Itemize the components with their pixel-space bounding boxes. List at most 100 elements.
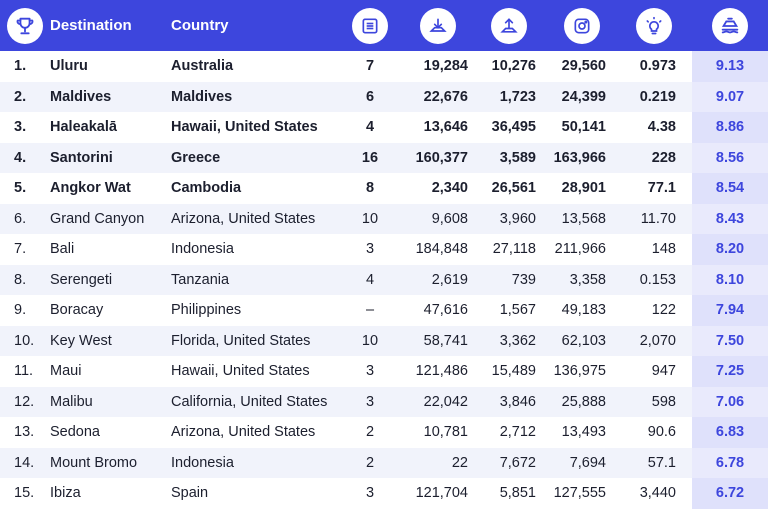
- instagram-cell: 13,493: [561, 424, 606, 440]
- count-cell: 8: [365, 180, 375, 196]
- table-row: 5. Angkor Wat Cambodia 8 2,340 26,561 28,901 77…: [0, 173, 768, 204]
- table-header: Destination Country: [0, 0, 768, 51]
- instagram-cell: 7,694: [569, 454, 606, 471]
- instagram-cell: 24,399: [561, 88, 606, 105]
- destination-cell: Angkor Wat: [50, 180, 131, 196]
- count-cell: 3: [365, 393, 375, 410]
- score-cell: 8.10: [715, 271, 745, 288]
- instagram-cell: 29,560: [561, 58, 606, 74]
- country-cell: Florida, United States: [171, 332, 311, 349]
- ratio-cell: 947: [651, 363, 676, 379]
- value-cell-1: 10,781: [423, 424, 468, 440]
- table-row: 9. Boracay Philippines – 47,616 1,567 49,183 12…: [0, 295, 768, 326]
- value-cell-2: 7,672: [499, 454, 536, 471]
- count-cell: 6: [365, 88, 375, 105]
- value-cell-2: 2,712: [499, 424, 536, 440]
- value-cell-1: 2,619: [431, 271, 468, 288]
- value-cell-2: 3,362: [499, 332, 536, 349]
- ratio-cell: 2,070: [639, 332, 676, 349]
- score-cell-background: [692, 81, 768, 112]
- ratio-cell: 77.1: [647, 180, 676, 196]
- value-cell-1: 22,042: [423, 393, 468, 410]
- ratio-cell: 148: [651, 241, 676, 257]
- instagram-cell: 211,966: [554, 241, 606, 257]
- destination-cell: Haleakalā: [50, 119, 117, 135]
- trophy-header: [7, 0, 43, 51]
- country-cell: Arizona, United States: [171, 210, 316, 227]
- value-cell-2: 27,118: [492, 241, 536, 257]
- value-cell-1: 9,608: [431, 210, 468, 227]
- score-cell-background: [692, 173, 768, 204]
- count-cell: 2: [365, 424, 375, 440]
- ratio-cell: 0.973: [639, 58, 676, 74]
- destination-header: Destination: [50, 17, 132, 34]
- lightbulb-header: [636, 0, 672, 51]
- score-cell-background: [692, 234, 768, 265]
- download-icon: [420, 7, 456, 44]
- count-cell: 10: [361, 210, 379, 227]
- score-cell-background: [692, 264, 768, 295]
- value-cell-2: 3,846: [499, 393, 536, 410]
- destination-cell: Serengeti: [50, 271, 113, 288]
- score-cell-background: [692, 325, 768, 356]
- rank-cell: 10.: [14, 332, 35, 349]
- country-cell: Hawaii, United States: [171, 119, 318, 135]
- table-row: 3. Haleakalā Hawaii, United States 4 13,646 3…: [0, 112, 768, 143]
- rank-cell: 12.: [14, 393, 35, 410]
- table-row: 13. Sedona Arizona, United States 2 10,781 2,…: [0, 417, 768, 448]
- ratio-cell: 0.219: [639, 88, 676, 105]
- value-cell-1: 184,848: [415, 241, 468, 257]
- country-cell: Australia: [171, 58, 234, 74]
- value-cell-2: 3,960: [499, 210, 536, 227]
- value-cell-2: 36,495: [491, 119, 536, 135]
- instagram-cell: 50,141: [561, 119, 606, 135]
- destination-cell: Maui: [50, 363, 82, 379]
- count-cell: 2: [365, 454, 375, 471]
- rank-cell: 13.: [14, 424, 35, 440]
- score-cell-background: [692, 51, 768, 82]
- ratio-cell: 3,440: [639, 485, 676, 501]
- score-cell: 7.06: [715, 393, 745, 410]
- destination-cell: Malibu: [50, 393, 93, 410]
- score-cell-background: [692, 142, 768, 173]
- country-header: Country: [171, 17, 229, 34]
- destination-cell: Maldives: [50, 88, 112, 105]
- value-cell-1: 47,616: [423, 302, 468, 318]
- count-cell: 7: [365, 58, 375, 74]
- rank-cell: 1.: [14, 58, 27, 74]
- country-cell: Indonesia: [171, 241, 234, 257]
- count-cell: 3: [365, 485, 375, 501]
- country-cell: Cambodia: [171, 180, 242, 196]
- destination-cell: Uluru: [50, 58, 88, 74]
- rank-cell: 11.: [14, 363, 34, 379]
- count-cell: 10: [361, 332, 379, 349]
- value-cell-1: 121,704: [415, 485, 468, 501]
- instagram-cell: 25,888: [561, 393, 606, 410]
- instagram-cell: 163,966: [553, 149, 606, 166]
- country-cell: Greece: [171, 149, 221, 166]
- value-cell-2: 10,276: [491, 58, 536, 74]
- table-row: 2. Maldives Maldives 6 22,676 1,723 24,399 0.21…: [0, 81, 768, 112]
- score-cell-background: [692, 356, 768, 387]
- score-cell: 9.07: [715, 88, 745, 105]
- value-cell-1: 160,377: [415, 149, 468, 166]
- score-cell-background: [692, 386, 768, 417]
- score-cell-background: [692, 203, 768, 234]
- list-header: [352, 0, 388, 51]
- value-cell-2: 15,489: [491, 363, 536, 379]
- instagram-cell: 28,901: [561, 180, 606, 196]
- score-cell: 7.50: [715, 332, 745, 349]
- score-cell: 6.72: [715, 485, 745, 501]
- upload-icon: [491, 7, 527, 44]
- value-cell-2: 5,851: [499, 485, 536, 501]
- score-cell: 8.86: [715, 119, 745, 135]
- instagram-cell: 49,183: [561, 302, 606, 318]
- table-row: 10. Key West Florida, United States 10 58,74…: [0, 325, 768, 356]
- rank-cell: 8.: [14, 271, 27, 288]
- rank-cell: 4.: [14, 149, 27, 166]
- table-row: 7. Bali Indonesia 3 184,848 27,118 211,966 148 8…: [0, 234, 768, 265]
- rank-cell: 15.: [14, 485, 35, 501]
- ratio-cell: 57.1: [647, 454, 676, 471]
- destination-cell: Sedona: [50, 424, 100, 440]
- rank-cell: 5.: [14, 180, 27, 196]
